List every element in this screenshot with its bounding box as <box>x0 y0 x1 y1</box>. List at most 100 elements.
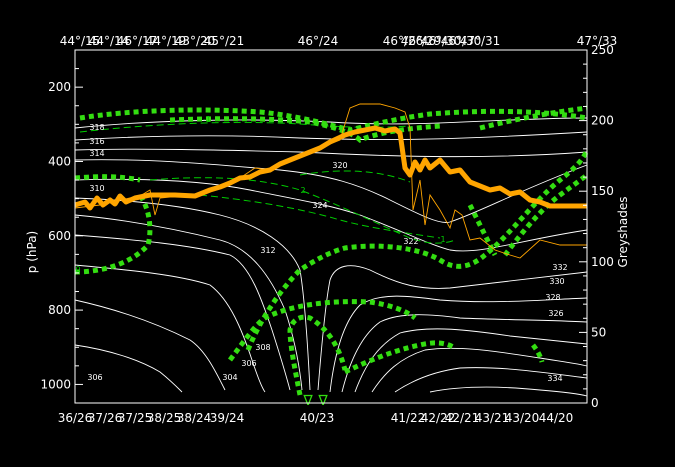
bottom-tick-label: 37/26 <box>88 411 123 425</box>
y-tick-label: 800 <box>48 303 71 317</box>
tropopause-thick-line <box>74 125 587 211</box>
top-tick-label: 46°/26 <box>383 34 424 48</box>
y2-tick-label: 200 <box>591 114 614 128</box>
isentrope-line <box>354 328 588 393</box>
isentrope-line <box>329 295 588 393</box>
pv-dotted-line <box>531 343 545 363</box>
bottom-tick-label: 41/22 <box>391 411 426 425</box>
isentrope-label: 334 <box>547 374 562 383</box>
top-tick-label: 47°/31 <box>460 34 501 48</box>
plot-border <box>74 49 588 404</box>
isentrope-line <box>74 234 291 391</box>
isentrope-label: 330 <box>549 277 564 286</box>
y2-tick-label: 0 <box>591 396 599 410</box>
bottom-tick-label: 43/20 <box>505 411 540 425</box>
isentrope-line <box>394 367 588 393</box>
y-tick-label: 400 <box>48 154 71 168</box>
isentrope-label: 316 <box>89 137 104 146</box>
pv-dotted-line <box>74 193 153 275</box>
pv-dotted-line <box>343 340 457 375</box>
isentrope-line <box>371 347 588 393</box>
tick-labels: 200400600800100005010015020025044°/1544°… <box>40 34 617 425</box>
bottom-tick-label: 39/24 <box>210 411 245 425</box>
isentrope-line <box>74 264 266 393</box>
y-tick-label: 1000 <box>40 377 71 391</box>
top-tick-label: 43°/20 <box>175 34 216 48</box>
y2-tick-label: 150 <box>591 184 614 198</box>
isentrope-label: 304 <box>222 373 237 382</box>
position-marker: ∇ <box>302 393 313 409</box>
pv-dotted-line <box>503 172 589 257</box>
isentrope-line <box>74 299 226 391</box>
top-tick-label: 46°/30 <box>421 34 462 48</box>
isentrope-line <box>317 265 588 391</box>
position-marker: ∇ <box>317 393 328 409</box>
isentrope-line <box>429 386 588 397</box>
y2-tick-label: 100 <box>591 255 614 269</box>
isentrope-label: 326 <box>548 309 563 318</box>
isentrope-line <box>74 214 303 391</box>
plot-frame <box>74 49 588 404</box>
isentrope-line <box>74 344 183 393</box>
isentrope-label: 306 <box>87 373 102 382</box>
bottom-tick-label: 37/25 <box>118 411 153 425</box>
isentrope-label: 308 <box>255 343 270 352</box>
isentrope-line <box>74 178 588 252</box>
top-tick-label: 46°/24 <box>298 34 339 48</box>
pv-dashed-line <box>79 121 411 133</box>
isentrope-lines <box>74 117 588 397</box>
y-axis-title: p (hPa) <box>25 231 39 273</box>
pv-label: -1 <box>203 115 211 124</box>
y2-tick-label: 50 <box>591 325 606 339</box>
isentrope-label: 320 <box>332 161 347 170</box>
bottom-tick-label: 36/26 <box>58 411 93 425</box>
tropopause-thin-line <box>74 103 587 259</box>
top-tick-label: 44°/15 <box>60 34 101 48</box>
pv-dashed-lines <box>79 121 456 244</box>
top-tick-label: 46°/17 <box>117 34 158 48</box>
bottom-tick-label: 40/23 <box>300 411 335 425</box>
isentrope-line <box>74 159 588 223</box>
isentrope-label: 310 <box>89 184 104 193</box>
pv-dotted-line <box>245 148 590 351</box>
isentrope-label: 306 <box>241 359 256 368</box>
y2-axis-title: Greyshades <box>616 197 630 268</box>
y2-tick-label: 250 <box>591 43 614 57</box>
pv-dashed-line <box>299 170 411 183</box>
isentrope-line <box>74 148 588 158</box>
pv-label: 1 <box>440 235 445 244</box>
bottom-tick-label: 42/22 <box>421 411 456 425</box>
bottom-tick-label: 43/21 <box>475 411 510 425</box>
pv-dotted-lines <box>74 105 590 396</box>
bottom-tick-label: 44/20 <box>539 411 574 425</box>
y-tick-label: 600 <box>48 229 71 243</box>
top-tick-label: 46°/30 <box>441 34 482 48</box>
pv-dotted-line <box>479 105 588 131</box>
isentrope-line <box>341 314 588 393</box>
contour-labels: 306 304 306 308 310 312 314 316 318 320 322 324 326 3… <box>75 115 567 409</box>
bottom-tick-label: 38/24 <box>177 411 212 425</box>
pv-dotted-line <box>79 107 588 133</box>
top-tick-label: 44°/19 <box>146 34 187 48</box>
isentrope-line <box>74 131 588 141</box>
top-tick-label: 44°/14 <box>89 34 130 48</box>
isentrope-label: 324 <box>312 201 327 210</box>
top-tick-label: 45°/21 <box>204 34 245 48</box>
isentrope-line <box>74 197 311 391</box>
top-tick-label: 46°/29 <box>401 34 442 48</box>
y-tick-label: 200 <box>48 80 71 94</box>
top-tick-label: 47°/33 <box>577 34 618 48</box>
tropopause-lines <box>74 103 587 259</box>
isentrope-label: 314 <box>89 149 104 158</box>
pv-dashed-line <box>149 177 456 244</box>
bottom-tick-label: 42/21 <box>445 411 480 425</box>
axis-ticks <box>75 49 587 404</box>
isentrope-label: 328 <box>545 293 560 302</box>
pv-dotted-line <box>227 299 417 362</box>
pv-label: 0 <box>75 265 80 274</box>
isentrope-label: 332 <box>552 263 567 272</box>
isentrope-label: 312 <box>260 246 275 255</box>
isentrope-label: 318 <box>89 123 104 132</box>
pv-label: 2 <box>300 186 305 195</box>
